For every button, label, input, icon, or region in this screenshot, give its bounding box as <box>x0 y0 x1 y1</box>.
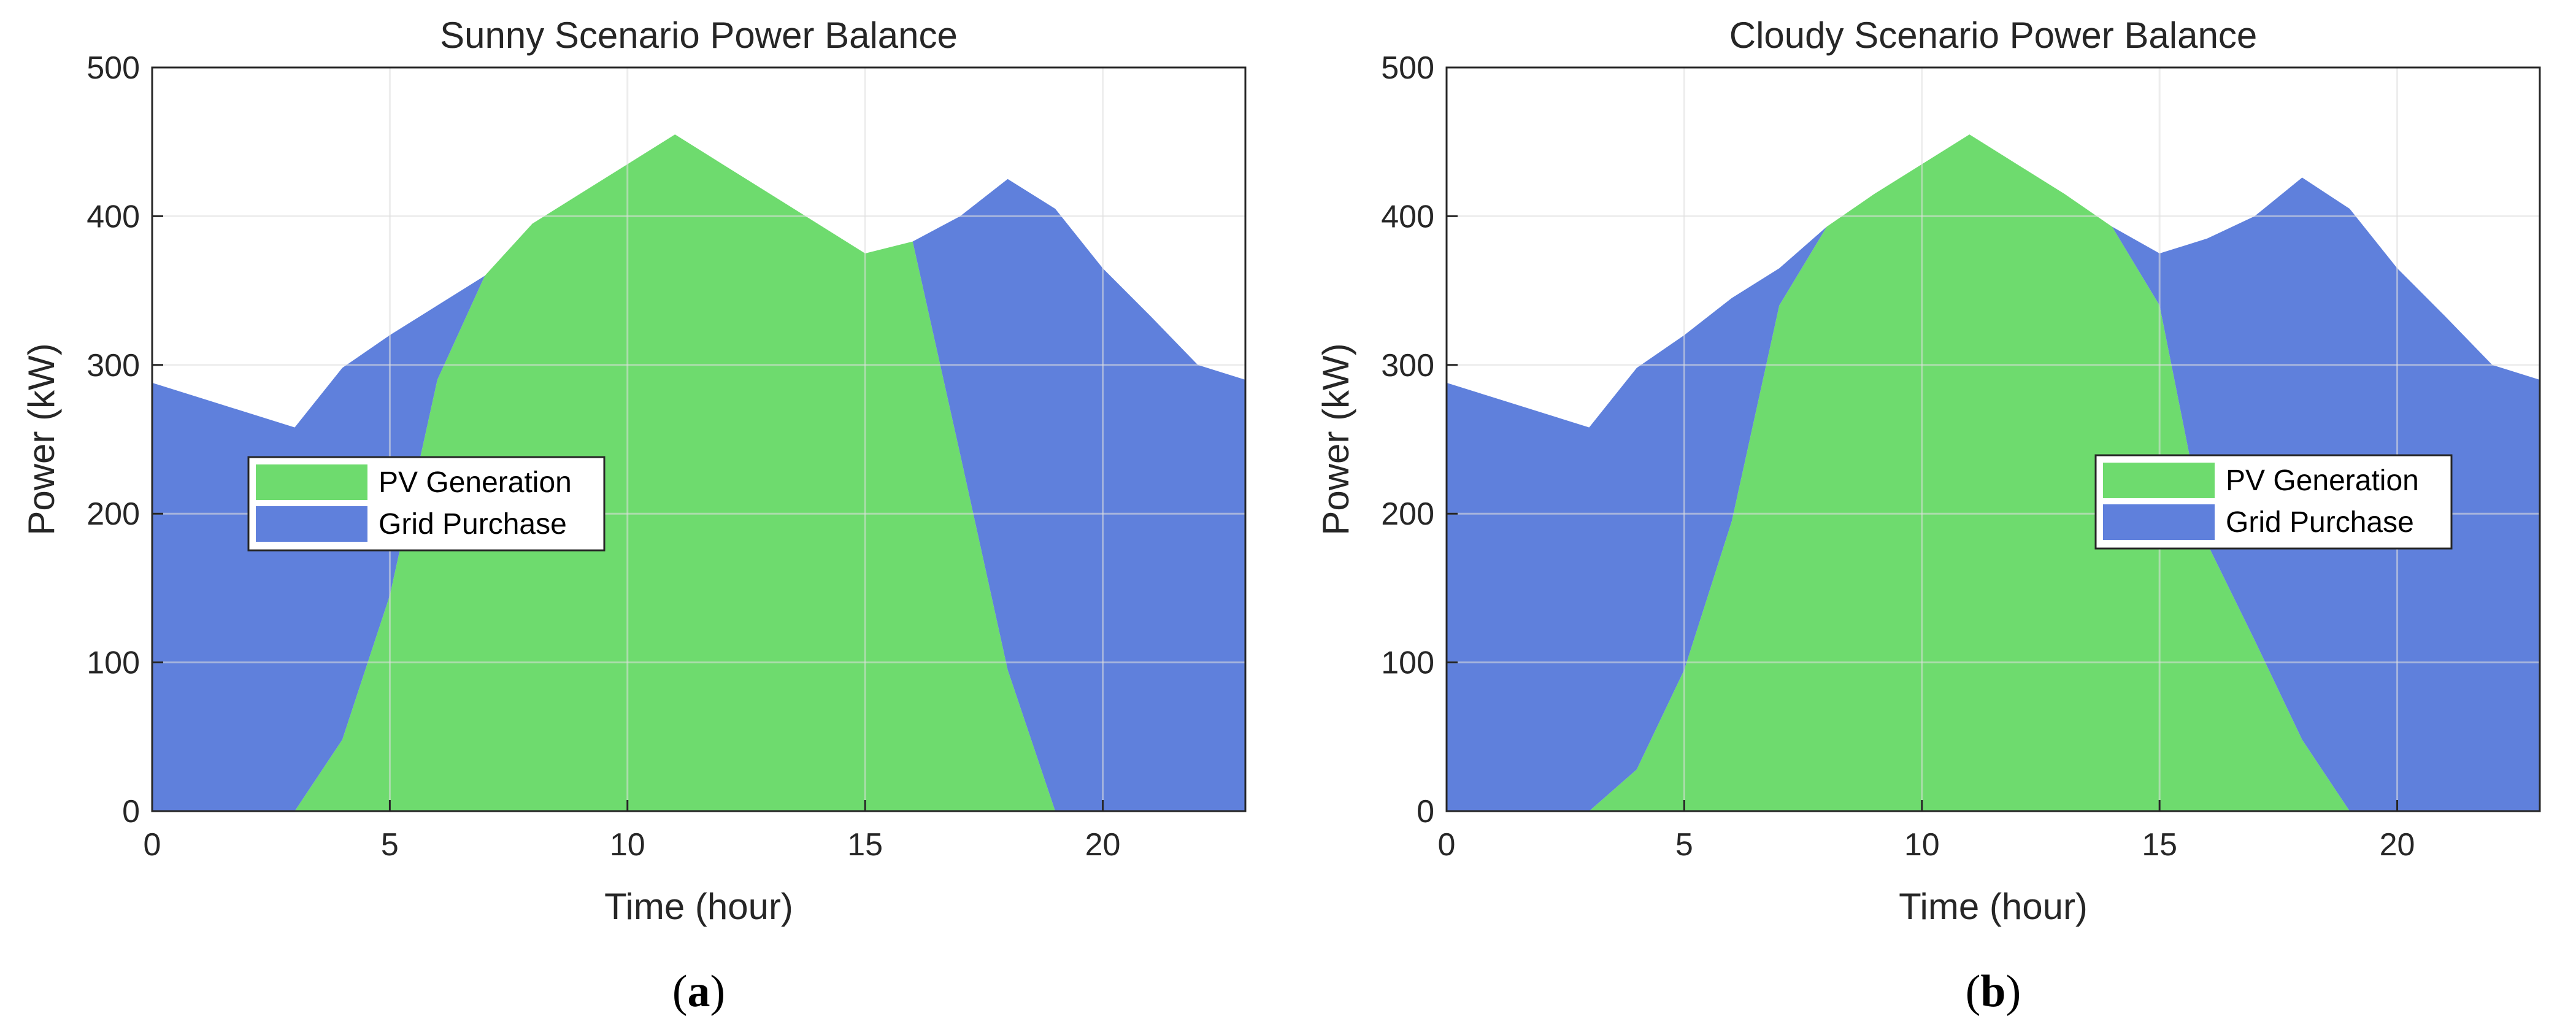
legend-label: PV Generation <box>379 466 572 499</box>
area-series-pv-generation <box>152 134 1245 812</box>
panel-label-close: ) <box>710 966 726 1017</box>
y-tick-label: 100 <box>87 645 140 681</box>
y-tick-label: 400 <box>1381 199 1434 234</box>
panel-label-letter: b <box>1980 966 2005 1017</box>
axes-box <box>151 66 1247 812</box>
axes-box <box>1445 66 2541 812</box>
x-tick-label: 15 <box>847 827 883 863</box>
area-series-grid-purchase <box>1447 134 2540 812</box>
y-tick-label: 0 <box>122 794 140 830</box>
legend-swatch <box>256 464 367 500</box>
panel-label-open: ( <box>1966 966 1981 1017</box>
x-tick-label: 0 <box>1438 827 1456 863</box>
x-tick-label: 15 <box>2142 827 2177 863</box>
x-tick-label: 10 <box>1904 827 1940 863</box>
legend: PV Generation Grid Purchase <box>2094 454 2453 550</box>
y-tick-label: 300 <box>87 348 140 383</box>
x-tick-label: 5 <box>1675 827 1693 863</box>
y-tick-label: 300 <box>1381 348 1434 383</box>
legend-swatch <box>256 506 367 542</box>
x-tick-label: 10 <box>610 827 645 863</box>
chart-title: Sunny Scenario Power Balance <box>440 15 958 56</box>
legend-swatch <box>2103 504 2215 540</box>
y-tick-label: 400 <box>87 199 140 234</box>
legend-swatch <box>2103 463 2215 498</box>
y-tick-label: 200 <box>87 496 140 532</box>
y-tick-label: 0 <box>1417 794 1434 830</box>
panel-label: (b) <box>1966 966 2021 1017</box>
x-tick-label: 0 <box>144 827 161 863</box>
x-tick-label: 20 <box>1085 827 1121 863</box>
y-axis-label: Power (kW) <box>1315 343 1356 535</box>
legend: PV Generation Grid Purchase <box>247 456 606 552</box>
y-tick-label: 200 <box>1381 496 1434 532</box>
x-tick-label: 5 <box>381 827 399 863</box>
panel-label-open: ( <box>672 966 688 1017</box>
panel-label: (a) <box>672 966 725 1017</box>
chart-title: Cloudy Scenario Power Balance <box>1729 15 2257 56</box>
legend-label: PV Generation <box>2226 464 2419 497</box>
y-tick-label: 500 <box>87 50 140 86</box>
y-tick-label: 100 <box>1381 645 1434 681</box>
panel-label-close: ) <box>2006 966 2021 1017</box>
legend-label: Grid Purchase <box>2226 506 2414 539</box>
x-axis-label: Time (hour) <box>604 886 793 927</box>
legend-label: Grid Purchase <box>379 508 567 541</box>
y-tick-label: 500 <box>1381 50 1434 86</box>
area-series-pv-generation <box>1447 134 2540 812</box>
y-axis-label: Power (kW) <box>21 343 62 535</box>
x-tick-label: 20 <box>2380 827 2415 863</box>
area-series-grid-purchase <box>152 134 1245 812</box>
x-axis-label: Time (hour) <box>1899 886 2088 927</box>
panel-label-letter: a <box>688 966 710 1017</box>
